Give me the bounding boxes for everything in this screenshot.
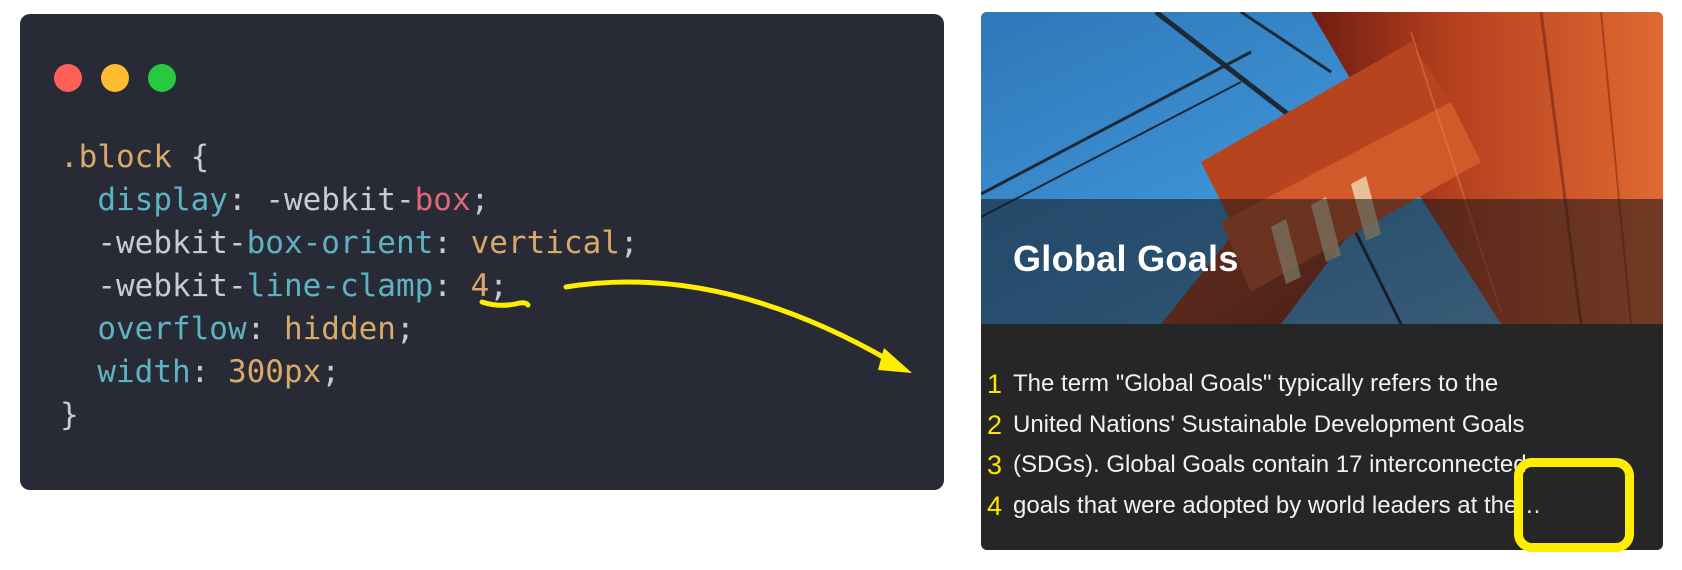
ellipsis-highlight-box — [1514, 458, 1634, 552]
code-token: } — [60, 397, 79, 433]
code-token: 4 — [470, 268, 490, 304]
code-line-4: -webkit-line-clamp: 4; — [60, 265, 639, 308]
code-line-3: -webkit-box-orient: vertical; — [60, 222, 639, 265]
code-token: width — [60, 354, 191, 390]
card-body-line-2: United Nations' Sustainable Development … — [1013, 410, 1525, 438]
code-token: line-clamp — [246, 268, 434, 304]
code-token: ; — [395, 311, 415, 347]
line-number-3: 3 — [987, 450, 1003, 480]
line-number-2: 2 — [987, 409, 1003, 440]
code-token: vertical — [470, 225, 620, 261]
code-token: hidden — [283, 311, 396, 347]
code-token: -webkit- — [265, 182, 415, 218]
code-token: -webkit- — [60, 268, 247, 304]
code-token: box-orient — [246, 225, 434, 261]
css-code-block: .block { display: -webkit-box; -webkit-b… — [60, 136, 639, 437]
code-token: ; — [489, 268, 508, 304]
card-body-line-1: The term "Global Goals" typically refers… — [1013, 370, 1499, 397]
code-token: -webkit- — [60, 225, 247, 261]
code-token: : — [433, 225, 471, 261]
card-body-line-4: goals that were adopted by world leaders… — [1013, 491, 1542, 519]
code-token: : — [246, 311, 284, 347]
code-token: { — [171, 139, 210, 175]
card-body-line-3: (SDGs). Global Goals contain 17 intercon… — [1013, 451, 1527, 478]
global-goals-card: Global Goals The term "Global Goals" typ… — [981, 12, 1663, 550]
code-line-2: display: -webkit-box; — [60, 179, 639, 222]
code-token: display — [60, 182, 228, 218]
close-window-button[interactable] — [54, 64, 82, 92]
code-token: ; — [470, 182, 490, 218]
code-line-5: overflow: hidden; — [60, 308, 639, 351]
minimize-window-button[interactable] — [101, 64, 129, 92]
line-number-annotations: 1 2 3 4 — [987, 364, 1002, 526]
code-token: : — [227, 182, 266, 218]
code-window: .block { display: -webkit-box; -webkit-b… — [20, 14, 944, 490]
code-token: 300px — [227, 354, 322, 390]
card-title: Global Goals — [1013, 238, 1239, 279]
code-token: overflow — [60, 311, 247, 347]
line-number-4: 4 — [987, 490, 1003, 521]
code-token: ; — [321, 354, 340, 390]
card-body-text: The term "Global Goals" typically refers… — [1013, 364, 1593, 526]
code-token: : — [190, 354, 228, 390]
code-token: .block — [60, 139, 172, 175]
code-token: box — [414, 182, 471, 218]
code-line-7: } — [60, 394, 639, 437]
code-line-6: width: 300px; — [60, 351, 639, 394]
code-token: : — [433, 268, 471, 304]
maximize-window-button[interactable] — [148, 64, 176, 92]
line-number-1: 1 — [987, 369, 1003, 399]
title-overlay-band — [981, 199, 1663, 324]
code-line-1: .block { — [60, 136, 639, 179]
code-token: ; — [619, 225, 639, 261]
